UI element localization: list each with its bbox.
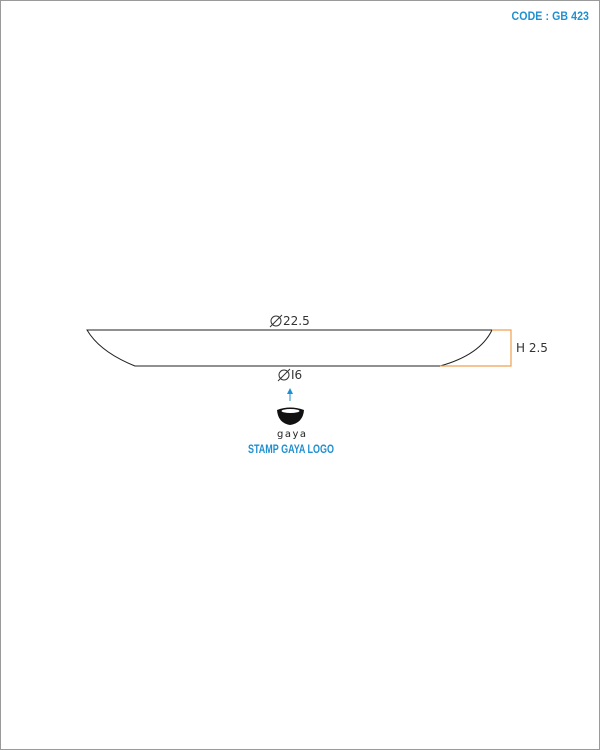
plate-profile: [86, 329, 493, 367]
gaya-logo-icon: [277, 407, 304, 425]
height-value: H 2.5: [516, 341, 548, 355]
diameter-icon: [269, 314, 283, 328]
product-code: CODE : GB 423: [511, 9, 589, 23]
stamp-label: STAMP GAYA LOGO: [248, 442, 334, 456]
top-diameter-value: 22.5: [283, 314, 310, 328]
gaya-logo-text: gaya: [277, 429, 308, 440]
height-dimension-line: [440, 329, 512, 367]
bottom-diameter-value: I6: [291, 368, 302, 382]
arrow-up-icon: [287, 388, 293, 401]
diameter-icon: [277, 368, 291, 382]
